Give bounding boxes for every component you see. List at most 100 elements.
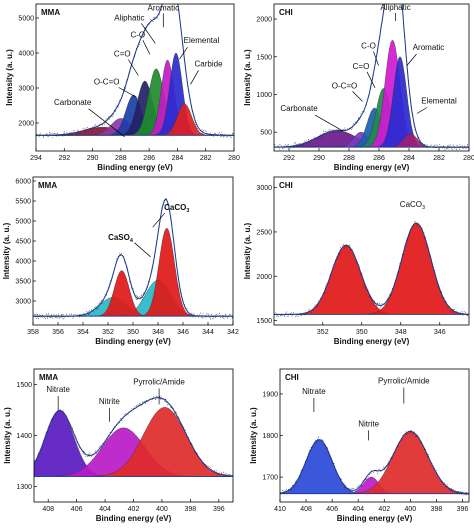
peak-label-c-o: C-O	[130, 30, 145, 39]
x-tick-label: 400	[156, 506, 168, 513]
x-tick-label: 350	[127, 329, 139, 336]
xps-panel-4: 352 350 348 346 1500 2000 2500 3000 Binding ener…	[243, 176, 470, 346]
y-tick-label: 2000	[256, 274, 272, 281]
peak-arrow	[118, 87, 137, 98]
y-tick-label: 3000	[256, 185, 272, 192]
x-tick-label: 282	[200, 155, 212, 162]
peak-label-carbonate: Carbonate	[54, 98, 92, 107]
peak-arrow	[352, 91, 363, 102]
x-tick-label: 290	[87, 155, 99, 162]
plot-area	[274, 4, 469, 151]
peak-label-pyrrolic-amide: Pyrrolic/Amide	[378, 377, 430, 386]
y-tick-label: 4000	[18, 51, 34, 58]
x-tick-label: 398	[431, 506, 443, 513]
panel-label: MMA	[39, 373, 58, 382]
x-tick-label: 358	[27, 329, 39, 336]
plot-area	[274, 220, 469, 319]
y-tick-label: 5500	[15, 199, 31, 206]
y-tick-label: 1900	[262, 391, 278, 398]
peak-label-nitrate: Nitrate	[302, 387, 326, 396]
plot-frame	[35, 3, 235, 152]
x-tick-label: 292	[58, 155, 70, 162]
x-tick-label: 352	[102, 329, 114, 336]
peak-arrow	[190, 70, 199, 85]
peak-arrow	[416, 107, 428, 114]
peak-label-c-o: C=O	[114, 50, 131, 59]
x-tick-label: 348	[152, 329, 164, 336]
plot-frame	[273, 3, 470, 152]
x-tick-label: 288	[115, 155, 127, 162]
peak-label-aliphatic: Aliphatic	[114, 13, 144, 22]
peak-label-o-c-o: O-C=O	[332, 81, 358, 90]
panel-label: MMA	[41, 8, 60, 17]
x-tick-label: 356	[52, 329, 64, 336]
xps-panel-6: 410 408 406 404 402 400 398 396 1700 1800 1900 Bind…	[249, 368, 470, 523]
peak-arrow	[366, 71, 376, 88]
x-tick-label: 402	[378, 506, 390, 513]
x-tick-label: 350	[356, 329, 368, 336]
x-tick-label: 396	[457, 506, 469, 513]
y-tick-label: 3000	[15, 299, 31, 306]
x-tick-label: 406	[71, 506, 83, 513]
x-tick-label: 354	[77, 329, 89, 336]
peak-arrow	[141, 23, 156, 44]
y-tick-label: 1700	[262, 475, 278, 482]
x-tick-label: 280	[228, 155, 240, 162]
x-axis-title: Binding energy (eV)	[95, 337, 171, 346]
x-tick-label: 398	[185, 506, 197, 513]
peak-label-aromatic: Aromatic	[413, 43, 445, 52]
y-tick-label: 1400	[16, 433, 32, 440]
peak-label-pyrrolic-amide: Pyrrolic/Amide	[133, 377, 185, 386]
peak-label-c-o: C=O	[353, 62, 370, 71]
peak-label-aromatic: Aromatic	[148, 3, 180, 12]
y-tick-label: 4500	[15, 239, 31, 246]
peak-arrow	[88, 108, 125, 138]
y-axis-title: Intensity (a. u.)	[249, 407, 258, 464]
peak-label-caso4: CaSO4	[108, 233, 134, 244]
y-tick-label: 3000	[18, 86, 34, 93]
xps-panel-3: 358 356 354 352 350 348 346 344 342 3000 3500 4000 4…	[2, 176, 239, 346]
plot-area	[34, 395, 233, 478]
y-tick-label: 5000	[15, 219, 31, 226]
peak-arrow	[314, 114, 344, 132]
x-tick-label: 410	[274, 506, 286, 513]
peak-arrow	[127, 59, 139, 76]
y-tick-label: 1300	[16, 484, 32, 491]
peak-arrow	[179, 47, 188, 60]
x-tick-label: 396	[213, 506, 225, 513]
y-axis-title: Intensity (a. u.)	[2, 222, 11, 279]
x-tick-label: 294	[30, 155, 42, 162]
x-tick-label: 404	[99, 506, 111, 513]
xps-panel-1: 294 292 290 288 286 284 282 280 2000 3000 4000 5000…	[5, 3, 240, 172]
y-tick-label: 2000	[256, 17, 272, 24]
y-axis-title: Intensity (a. u.)	[243, 222, 252, 279]
x-tick-label: 284	[172, 155, 184, 162]
y-tick-label: 3500	[15, 279, 31, 286]
peak-label-caco3: CaCO3	[164, 203, 189, 214]
peak-arrow	[373, 51, 379, 66]
peak-label-carbonate: Carbonate	[280, 104, 318, 113]
x-tick-label: 284	[403, 155, 415, 162]
peak-label-carbide: Carbide	[195, 59, 224, 68]
x-tick-label: 402	[128, 506, 140, 513]
x-axis-title: Binding energy (eV)	[97, 163, 173, 172]
envelope-line	[36, 4, 234, 136]
y-axis-title: Intensity (a. u.)	[5, 49, 14, 106]
peak-arrow	[152, 212, 166, 228]
peak-label-elemental: Elemental	[421, 97, 457, 106]
x-axis-title: Binding energy (eV)	[337, 514, 413, 523]
raw-data-points	[33, 197, 233, 321]
x-tick-label: 282	[433, 155, 445, 162]
y-tick-label: 1500	[256, 54, 272, 61]
peak-label-caco3: CaCO3	[400, 200, 425, 211]
y-tick-label: 1500	[16, 382, 32, 389]
peak-label-nitrate: Nitrate	[46, 385, 70, 394]
x-tick-label: 348	[395, 329, 407, 336]
peak-label-o-c-o: O-C=O	[94, 78, 120, 87]
x-tick-label: 342	[227, 329, 239, 336]
y-axis-title: Intensity (a. u.)	[3, 407, 12, 464]
plot-area	[280, 428, 469, 497]
y-tick-label: 500	[260, 130, 272, 137]
y-tick-label: 4000	[15, 259, 31, 266]
